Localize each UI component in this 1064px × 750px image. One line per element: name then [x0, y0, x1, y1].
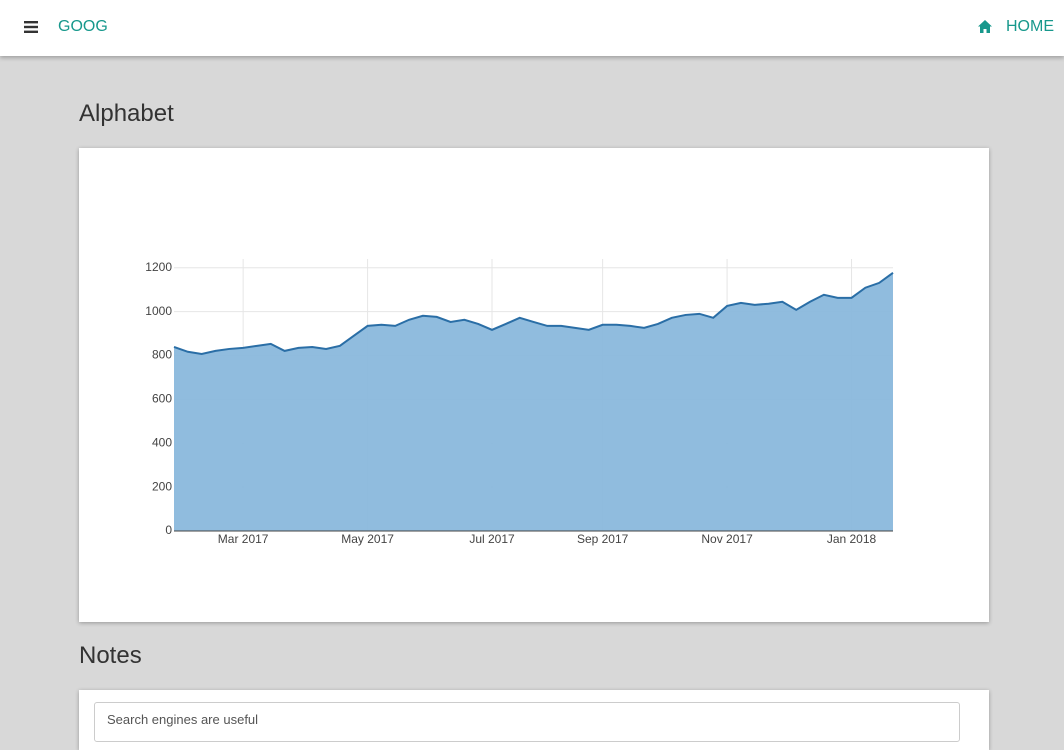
chart-card: 0 200 400 600 800 1000 1200 Mar 2017 May 2017 Jul… — [79, 148, 989, 622]
x-tick-label: Jul 2017 — [469, 532, 515, 546]
y-tick-label: 600 — [152, 392, 172, 406]
chart: 0 200 400 600 800 1000 1200 Mar 2017 May 2017 Jul… — [145, 259, 894, 546]
x-tick-label: Jan 2018 — [827, 532, 877, 546]
section-title: Alphabet — [79, 100, 174, 127]
y-tick-label: 200 — [152, 479, 172, 493]
y-tick-label: 0 — [165, 523, 172, 537]
area — [174, 272, 893, 531]
notes-input[interactable]: Search engines are useful — [94, 702, 960, 742]
top-bar: GOOG HOME — [0, 0, 1064, 56]
y-tick-label: 800 — [152, 348, 172, 362]
home-icon[interactable] — [977, 19, 993, 34]
x-tick-label: Sep 2017 — [577, 532, 629, 546]
notes-title: Notes — [79, 642, 142, 669]
x-tick-label: May 2017 — [341, 532, 394, 546]
x-tick-label: Nov 2017 — [701, 532, 753, 546]
x-tick-label: Mar 2017 — [218, 532, 269, 546]
brand-link[interactable]: GOOG — [58, 18, 108, 35]
y-tick-label: 1200 — [145, 260, 172, 274]
notes-card: Search engines are useful — [79, 690, 989, 750]
line — [173, 272, 894, 355]
y-tick-label: 1000 — [145, 304, 172, 318]
home-link[interactable]: HOME — [1006, 18, 1054, 35]
menu-button[interactable] — [24, 21, 38, 33]
y-tick-label: 400 — [152, 435, 172, 449]
